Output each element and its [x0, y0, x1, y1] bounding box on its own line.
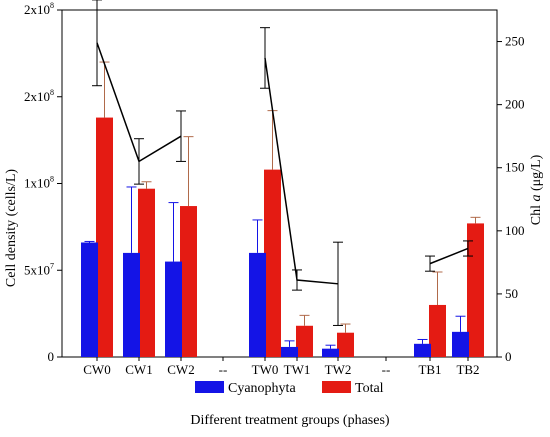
y-tick-label: 5x107 — [24, 261, 54, 277]
legend-label-cyanophyta: Cyanophyta — [228, 381, 296, 396]
bar-total-tw1 — [296, 325, 313, 357]
total-bars — [96, 117, 484, 357]
y2-axis-label: Chl a (μg/L) — [529, 154, 544, 225]
cyanophyta-bars — [81, 242, 469, 357]
x-axis-tick-labels: CW0 CW1 CW2 -- TW0 TW1 TW2 -- TB1 TB2 — [83, 357, 480, 377]
bar-total-tw2 — [337, 332, 354, 357]
x-tick-label-tw2: TW2 — [325, 362, 352, 377]
x-tick-label--: -- — [382, 362, 391, 377]
y-tick-label: 0 — [48, 349, 55, 364]
bar-cyanophyta-tw1 — [281, 346, 298, 357]
legend: Cyanophyta Total — [195, 381, 384, 396]
y-tick-label: 1x108 — [24, 175, 54, 191]
bar-cyanophyta-tb2 — [452, 331, 469, 357]
y-tick-exponent: 7 — [50, 261, 54, 270]
cyanophyta-error-bars — [84, 186, 466, 349]
chl-line-segment — [429, 247, 469, 265]
y-tick-label: 2x108 — [24, 1, 54, 17]
legend-swatch-cyanophyta — [195, 381, 224, 393]
x-tick-label-tb1: TB1 — [418, 362, 441, 377]
y2-tick-label: 100 — [505, 223, 525, 238]
x-axis-label: Different treatment groups (phases) — [190, 413, 390, 428]
bar-total-cw1 — [138, 188, 155, 357]
x-tick-label-tb2: TB2 — [456, 362, 479, 377]
x-tick-label--: -- — [219, 362, 228, 377]
bar-cyanophyta-tw2 — [322, 348, 339, 357]
bar-cyanophyta-tb1 — [414, 343, 431, 357]
bar-total-tb2 — [467, 223, 484, 357]
bar-cyanophyta-cw0 — [81, 242, 98, 357]
y-tick-exponent: 8 — [50, 175, 54, 184]
bar-total-tb1 — [429, 304, 446, 357]
y2-tick-label: 200 — [505, 97, 525, 112]
y-tick-label: 2x108 — [24, 88, 54, 104]
bar-cyanophyta-cw2 — [165, 261, 182, 357]
total-error-bars — [99, 61, 481, 333]
bar-total-cw0 — [96, 117, 113, 357]
legend-swatch-total — [322, 381, 351, 393]
y2-tick-label: 250 — [505, 34, 525, 49]
x-tick-label-cw0: CW0 — [83, 362, 110, 377]
y2-tick-label: 50 — [505, 286, 518, 301]
bar-cyanophyta-cw1 — [123, 252, 140, 357]
y-tick-exponent: 8 — [50, 88, 54, 97]
x-tick-label-tw0: TW0 — [252, 362, 279, 377]
x-tick-label-cw1: CW1 — [125, 362, 152, 377]
chl-line-series — [92, 0, 473, 326]
y-axis-label: Cell density (cells/L) — [4, 169, 19, 288]
y-axis-ticks: 0 5x107 1x108 2x108 2x108 — [24, 1, 62, 364]
y2-tick-label: 0 — [505, 349, 512, 364]
legend-label-total: Total — [355, 381, 384, 396]
bar-total-cw2 — [180, 206, 197, 357]
x-tick-label-tw1: TW1 — [284, 362, 311, 377]
bar-cyanophyta-tw0 — [249, 252, 266, 357]
y2-tick-label: 150 — [505, 160, 525, 175]
y-tick-exponent: 8 — [50, 1, 54, 10]
x-tick-label-cw2: CW2 — [167, 362, 194, 377]
bar-total-tw0 — [264, 169, 281, 357]
y2-axis-ticks: 0 50 100 150 200 250 — [497, 34, 525, 364]
